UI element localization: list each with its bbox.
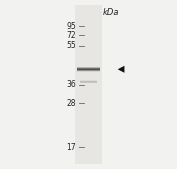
Text: 55: 55 <box>66 41 76 50</box>
Text: 36: 36 <box>66 80 76 89</box>
Text: 17: 17 <box>67 142 76 152</box>
Text: 28: 28 <box>67 99 76 108</box>
Bar <box>80 80 97 81</box>
Bar <box>75 5 102 164</box>
Bar <box>77 67 100 68</box>
Bar <box>77 71 100 72</box>
Text: 72: 72 <box>67 31 76 40</box>
Bar <box>77 69 100 70</box>
Bar <box>77 68 100 69</box>
Text: 95: 95 <box>66 22 76 31</box>
Bar <box>80 82 97 83</box>
Bar <box>80 81 97 82</box>
Text: kDa: kDa <box>103 8 119 17</box>
Polygon shape <box>118 66 124 73</box>
Bar <box>77 70 100 71</box>
